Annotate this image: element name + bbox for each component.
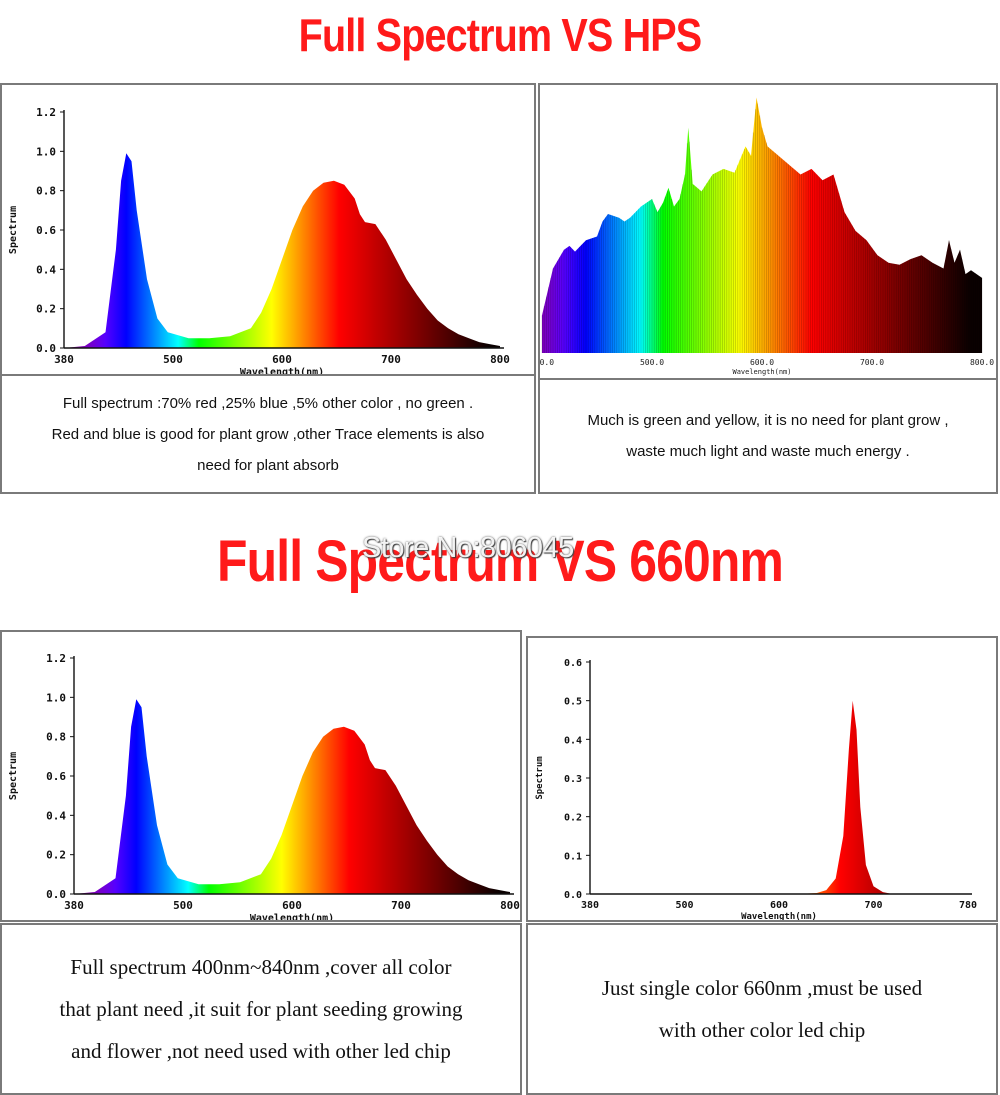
x-tick-label: 800 — [500, 899, 520, 912]
x-tick-label: 500 — [675, 900, 693, 911]
y-tick-label: 1.2 — [36, 106, 56, 119]
page-title-660nm: Full Spectrum VS 660nm — [217, 529, 784, 594]
hps-chart: 400.0 500.0 600.0 700.0 800.0 Wavelength(nm) — [540, 97, 994, 376]
y-tick-label: 0.0 — [46, 888, 66, 901]
x-tick-label: 380 — [581, 900, 599, 911]
fullspectrum-chart-2: 0.0 0.2 0.4 0.6 0.8 1.0 1.2 380 500 600 700 800 Wave… — [8, 652, 520, 922]
caption-line: Just single color 660nm ,must be used — [601, 976, 923, 1000]
y-tick-label: 0.1 — [564, 851, 582, 862]
fullspectrum-chart-1: 0.0 0.2 0.4 0.6 0.8 1.0 1.2 380 500 600 700 800 Wave… — [8, 106, 510, 376]
y-tick-label: 1.0 — [36, 145, 56, 158]
y-tick-label: 0.3 — [564, 774, 582, 785]
y-tick-label: 0.4 — [36, 263, 56, 276]
x-tick-label: 780 — [959, 900, 977, 911]
x-tick-label: 700 — [381, 353, 401, 366]
y-axis-title: Spectrum — [8, 752, 19, 800]
caption-line: Full spectrum 400nm~840nm ,cover all col… — [70, 955, 452, 979]
chart-panel-hps: 400.0 500.0 600.0 700.0 800.0 Wavelength(nm) — [538, 83, 998, 380]
x-tick-label: 700 — [864, 900, 882, 911]
x-tick-label: 800 — [490, 353, 510, 366]
y-tick-label: 0.2 — [46, 849, 66, 862]
caption-line: Full spectrum :70% red ,25% blue ,5% oth… — [62, 394, 474, 412]
x-tick-label: 500 — [173, 899, 193, 912]
y-tick-label: 1.0 — [46, 691, 66, 704]
y-tick-label: 0.5 — [564, 697, 582, 708]
y-axis-title: Spectrum — [535, 756, 545, 800]
spectrum-area — [64, 153, 500, 348]
x-axis-title: Wavelength(nm) — [240, 367, 324, 376]
red660-chart: 0.0 0.1 0.2 0.3 0.4 0.5 0.6 380 500 600 700 780 Wave… — [535, 658, 977, 922]
chart-panel-fullspectrum-2: 0.0 0.2 0.4 0.6 0.8 1.0 1.2 380 500 600 700 800 Wave… — [0, 630, 522, 922]
caption-660nm: Just single color 660nm ,must be used wi… — [526, 923, 998, 1095]
caption-hps: Much is green and yellow, it is no need … — [538, 378, 998, 494]
y-tick-label: 0.8 — [46, 731, 66, 744]
x-tick-label: 600 — [272, 353, 292, 366]
x-tick-label: 600 — [770, 900, 788, 911]
caption-fullspectrum-2: Full spectrum 400nm~840nm ,cover all col… — [0, 923, 522, 1095]
caption-line: with other color led chip — [658, 1018, 866, 1042]
x-tick-label: 600 — [282, 899, 302, 912]
x-tick-label: 800.0 — [970, 358, 994, 367]
caption-line: that plant need ,it suit for plant seedi… — [59, 997, 463, 1021]
y-axis-title: Spectrum — [8, 206, 19, 254]
x-axis-title: Wavelength(nm) — [741, 912, 817, 922]
chart-panel-fullspectrum-1: 0.0 0.2 0.4 0.6 0.8 1.0 1.2 380 500 600 700 800 Wave… — [0, 83, 536, 376]
x-axis-title: Wavelength(nm) — [732, 368, 791, 376]
y-tick-label: 0.6 — [564, 658, 582, 669]
spectrum-area — [797, 700, 893, 894]
x-tick-label: 500 — [163, 353, 183, 366]
y-tick-label: 0.2 — [564, 813, 582, 824]
spectrum-lines — [541, 103, 983, 353]
caption-line: need for plant absorb — [197, 456, 339, 474]
x-axis-title: Wavelength(nm) — [250, 913, 334, 922]
y-tick-label: 0.8 — [36, 185, 56, 198]
y-tick-label: 0.4 — [564, 735, 582, 746]
x-tick-label: 700 — [391, 899, 411, 912]
y-tick-label: 0.0 — [36, 342, 56, 355]
caption-line: waste much light and waste much energy . — [626, 443, 910, 460]
x-tick-label: 700.0 — [860, 358, 884, 367]
y-tick-label: 1.2 — [46, 652, 66, 665]
chart-panel-660nm: 0.0 0.1 0.2 0.3 0.4 0.5 0.6 380 500 600 700 780 Wave… — [526, 636, 998, 922]
spectrum-area — [74, 699, 510, 894]
page-title-hps: Full Spectrum VS HPS — [298, 9, 703, 61]
store-watermark: Store No:806045 — [362, 532, 574, 564]
caption-line: and flower ,not need used with other led… — [71, 1039, 451, 1063]
y-tick-label: 0.6 — [46, 770, 66, 783]
x-tick-label: 600.0 — [750, 358, 774, 367]
y-tick-label: 0.2 — [36, 303, 56, 316]
caption-line: Red and blue is good for plant grow ,oth… — [51, 425, 485, 443]
x-tick-label: 400.0 — [540, 358, 554, 367]
x-tick-label: 380 — [64, 899, 84, 912]
y-tick-label: 0.0 — [564, 890, 582, 901]
y-tick-label: 0.6 — [36, 224, 56, 237]
caption-fullspectrum-1: Full spectrum :70% red ,25% blue ,5% oth… — [0, 374, 536, 494]
x-tick-label: 500.0 — [640, 358, 664, 367]
caption-line: Much is green and yellow, it is no need … — [587, 412, 949, 429]
y-tick-label: 0.4 — [46, 809, 66, 822]
x-tick-label: 380 — [54, 353, 74, 366]
spectrum-area — [542, 97, 982, 353]
